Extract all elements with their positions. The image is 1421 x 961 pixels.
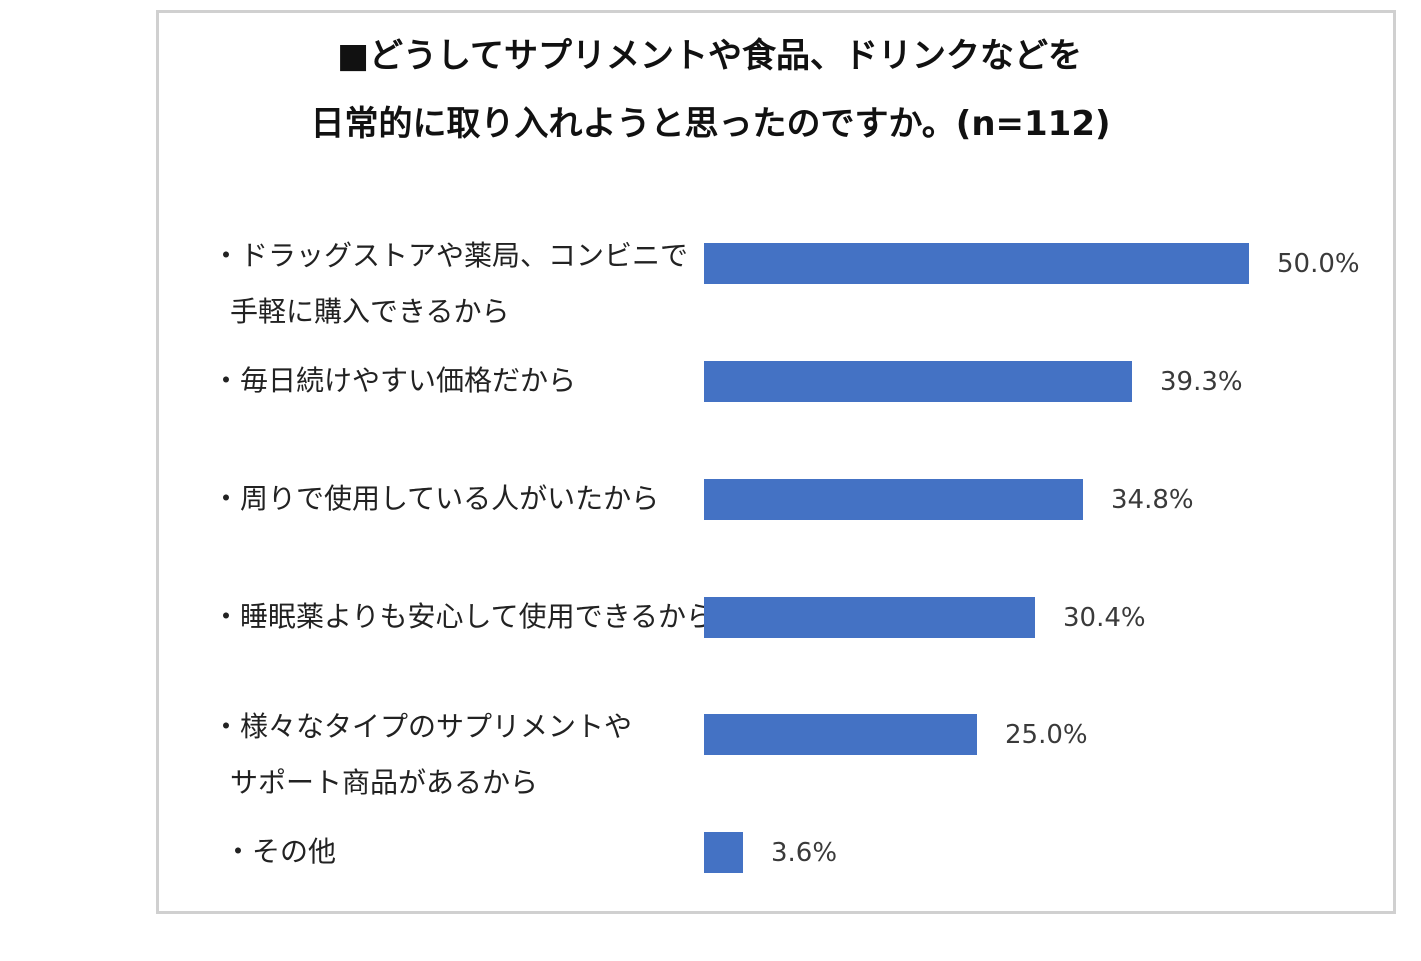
bar bbox=[704, 243, 1249, 284]
category-label-line1: ・毎日続けやすい価格だから bbox=[212, 364, 577, 397]
data-label: 34.8% bbox=[1111, 485, 1194, 515]
data-label: 30.4% bbox=[1063, 603, 1146, 633]
category-label: ・その他 bbox=[224, 835, 336, 869]
category-label: ・睡眠薬よりも安心して使用できるから bbox=[212, 600, 714, 634]
bar bbox=[704, 361, 1132, 402]
category-label-line1: ・その他 bbox=[224, 835, 337, 868]
category-label-line1: ・様々なタイプのサプリメントや bbox=[212, 710, 633, 743]
chart-title-line1: ■どうしてサプリメントや食品、ドリンクなどを bbox=[336, 36, 1083, 76]
category-label: ・様々なタイプのサプリメントやサポート商品があるから bbox=[212, 710, 632, 800]
category-label-line2: サポート商品があるから bbox=[230, 766, 539, 799]
chart-frame bbox=[156, 10, 1396, 914]
category-label: ・周りで使用している人がいたから bbox=[212, 482, 659, 516]
bar bbox=[704, 714, 977, 755]
category-label-line1: ・周りで使用している人がいたから bbox=[212, 482, 660, 515]
category-label-line1: ・ドラッグストアや薬局、コンビニで bbox=[212, 239, 689, 272]
data-label: 25.0% bbox=[1005, 720, 1088, 750]
bar bbox=[704, 832, 743, 873]
category-label-line1: ・睡眠薬よりも安心して使用できるから bbox=[212, 600, 715, 633]
chart-title-line2: 日常的に取り入れようと思ったのですか。(n=112) bbox=[310, 104, 1111, 144]
bar bbox=[704, 479, 1083, 520]
data-label: 39.3% bbox=[1160, 367, 1243, 397]
category-label-line2: 手軽に購入できるから bbox=[230, 295, 510, 328]
data-label: 50.0% bbox=[1277, 249, 1360, 279]
category-label: ・ドラッグストアや薬局、コンビニで手軽に購入できるから bbox=[212, 239, 688, 329]
category-label: ・毎日続けやすい価格だから bbox=[212, 364, 576, 398]
bar bbox=[704, 597, 1035, 638]
data-label: 3.6% bbox=[771, 838, 838, 868]
